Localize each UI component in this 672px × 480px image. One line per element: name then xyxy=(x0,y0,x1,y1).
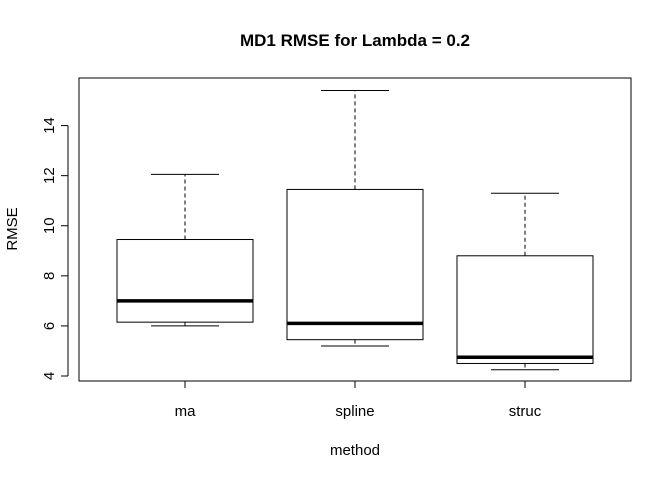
y-tick-label-8: 8 xyxy=(41,272,58,280)
y-tick-label-6: 6 xyxy=(41,322,58,330)
x-tick-label-struc: struc xyxy=(509,403,542,420)
x-axis-label: method xyxy=(330,442,380,459)
y-tick-label-4: 4 xyxy=(41,372,58,380)
box-ma xyxy=(116,239,254,323)
y-tick-label-14: 14 xyxy=(41,117,58,134)
x-axis: ma spline struc xyxy=(175,380,542,420)
x-tick-label-spline: spline xyxy=(335,403,374,420)
y-axis: 4 6 8 10 12 14 xyxy=(41,117,69,380)
y-tick-label-10: 10 xyxy=(41,217,58,234)
chart-title: MD1 RMSE for Lambda = 0.2 xyxy=(240,31,470,50)
box-spline xyxy=(286,188,424,341)
boxes-group xyxy=(116,90,594,371)
x-tick-label-ma: ma xyxy=(175,403,196,420)
y-axis-label: RMSE xyxy=(4,207,21,250)
box-struc xyxy=(456,255,594,364)
y-tick-label-12: 12 xyxy=(41,167,58,184)
